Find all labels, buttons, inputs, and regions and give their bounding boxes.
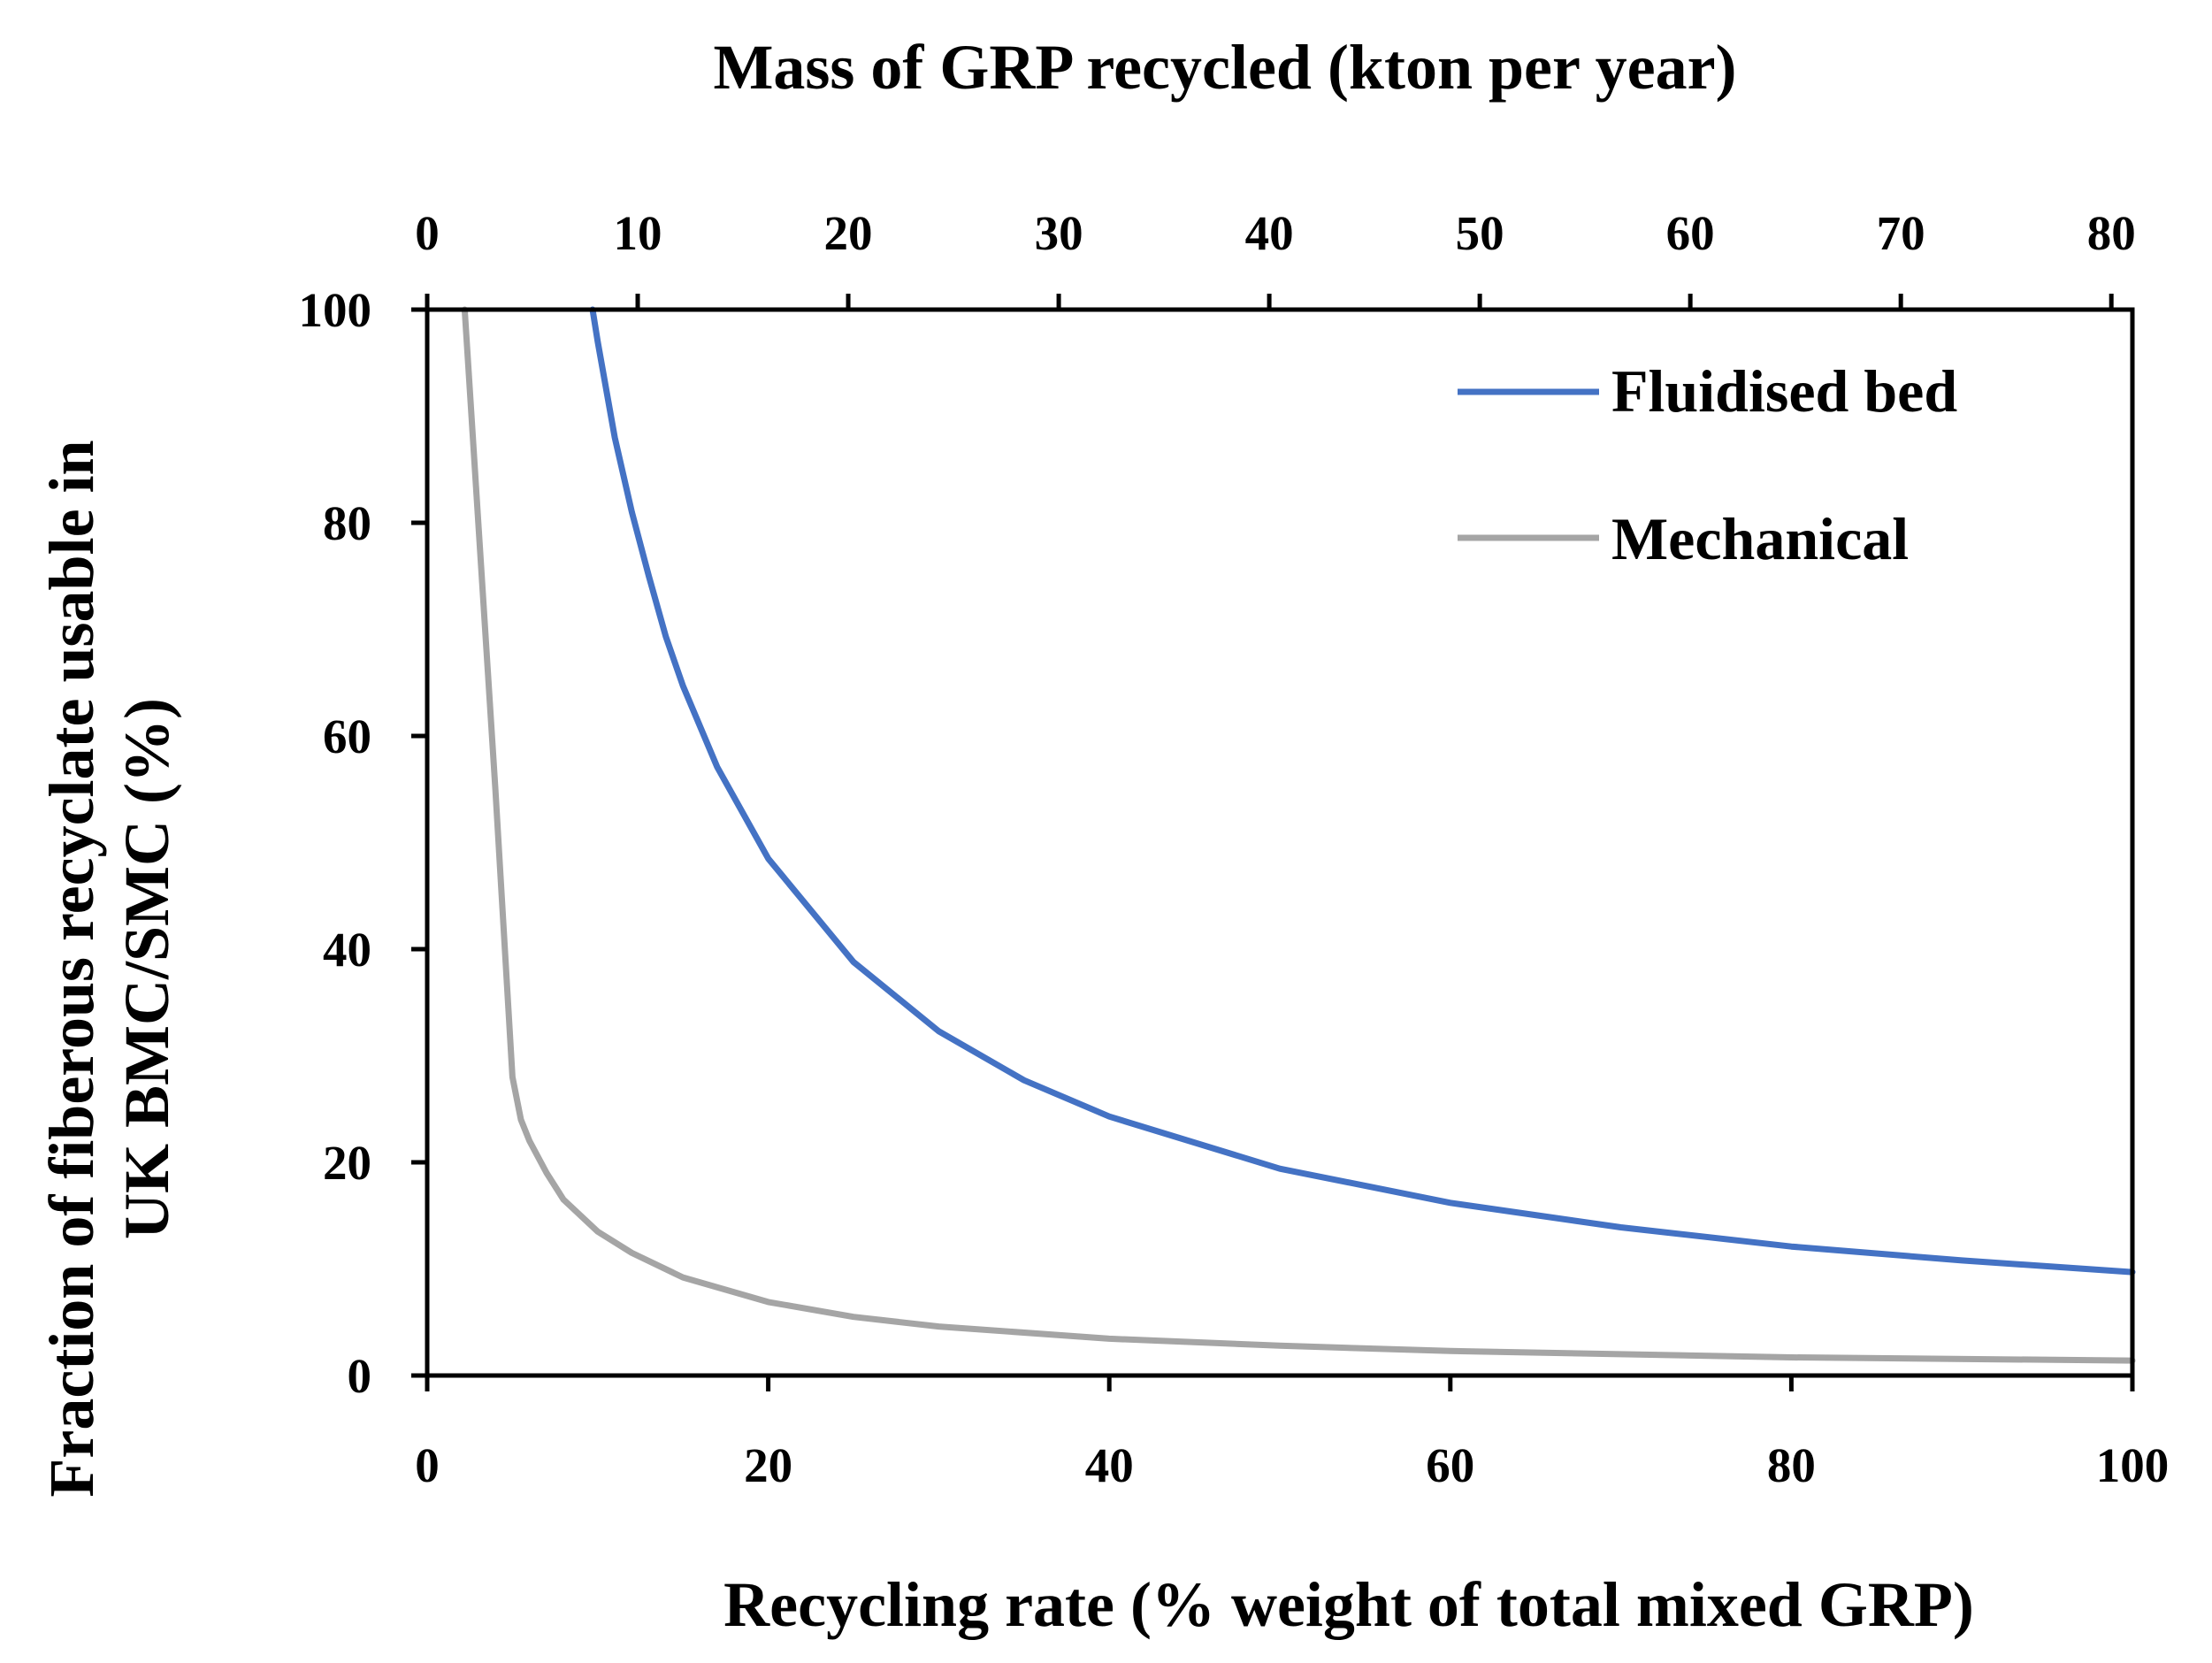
plot-frame — [425, 307, 2135, 1378]
legend-label-fluidised-bed: Fluidised bed — [1611, 357, 1957, 425]
top-axis-tick-label: 80 — [2087, 206, 2136, 260]
x-axis-title: Recycling rate (% weight of total mixed … — [723, 1569, 1974, 1640]
top-axis-tick-label: 0 — [415, 206, 440, 260]
top-axis-title: Mass of GRP recycled (kton per year) — [713, 32, 1736, 103]
y-axis-ticks: 0 20 40 60 80 100 — [299, 283, 427, 1403]
plot-series — [461, 306, 2136, 1364]
series-line-mechanical — [461, 306, 2136, 1364]
top-axis-tick-label: 50 — [1456, 206, 1504, 260]
x-axis-tick-label: 60 — [1426, 1438, 1474, 1492]
y-axis-tick-label: 20 — [323, 1136, 371, 1190]
y-axis-title-line-1: Fraction of fiberous recyclate usable in — [36, 440, 107, 1497]
y-axis-tick-label: 0 — [348, 1349, 372, 1403]
y-axis-tick-label: 100 — [299, 283, 372, 337]
top-axis-tick-label: 40 — [1245, 206, 1294, 260]
x-axis-tick-label: 100 — [2096, 1438, 2170, 1492]
x-axis-ticks: 0 20 40 60 80 100 — [415, 1376, 2169, 1492]
x-axis-tick-label: 40 — [1085, 1438, 1134, 1492]
x-axis-tick-label: 0 — [415, 1438, 440, 1492]
x-axis-tick-label: 80 — [1767, 1438, 1816, 1492]
top-axis-tick-label: 10 — [614, 206, 662, 260]
legend-label-mechanical: Mechanical — [1611, 505, 1909, 572]
y-axis-tick-label: 80 — [323, 496, 371, 550]
y-axis-title-line-2: UK BMC/SMC (%) — [111, 698, 182, 1239]
y-axis-tick-label: 40 — [323, 923, 371, 977]
top-axis-tick-label: 20 — [824, 206, 873, 260]
legend: Fluidised bed Mechanical — [1458, 357, 1957, 572]
top-axis-tick-label: 60 — [1666, 206, 1715, 260]
y-axis-tick-label: 60 — [323, 709, 371, 763]
top-axis-ticks: 0 10 20 30 40 50 60 70 80 — [415, 206, 2136, 310]
x-axis-tick-label: 20 — [744, 1438, 792, 1492]
series-line-fluidised-bed — [589, 306, 2136, 1276]
top-axis-tick-label: 70 — [1877, 206, 1925, 260]
top-axis-tick-label: 30 — [1035, 206, 1083, 260]
